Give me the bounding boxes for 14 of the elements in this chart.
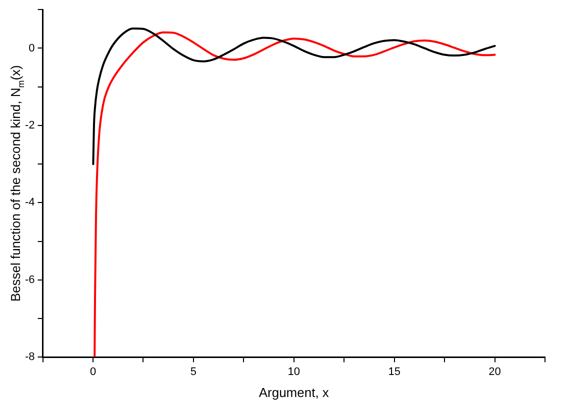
line-series — [92, 28, 496, 166]
y-tick-label: 0 — [28, 42, 35, 54]
x-tick-label: 20 — [488, 366, 501, 378]
y-tick-label: -2 — [25, 120, 35, 132]
x-tick-label: 10 — [288, 366, 300, 378]
line-series — [94, 31, 496, 357]
x-tick-label: 0 — [90, 366, 96, 378]
y-axis-title: Bessel function of the second kind, Nm(x) — [8, 65, 26, 302]
x-tick-label: 5 — [190, 366, 197, 378]
x-axis-title: Argument, x — [258, 384, 330, 400]
x-tick-label: 15 — [388, 366, 400, 378]
y-tick-label: -8 — [25, 351, 35, 364]
y-tick-label: -4 — [25, 196, 35, 209]
y-tick-label: -6 — [25, 274, 35, 286]
